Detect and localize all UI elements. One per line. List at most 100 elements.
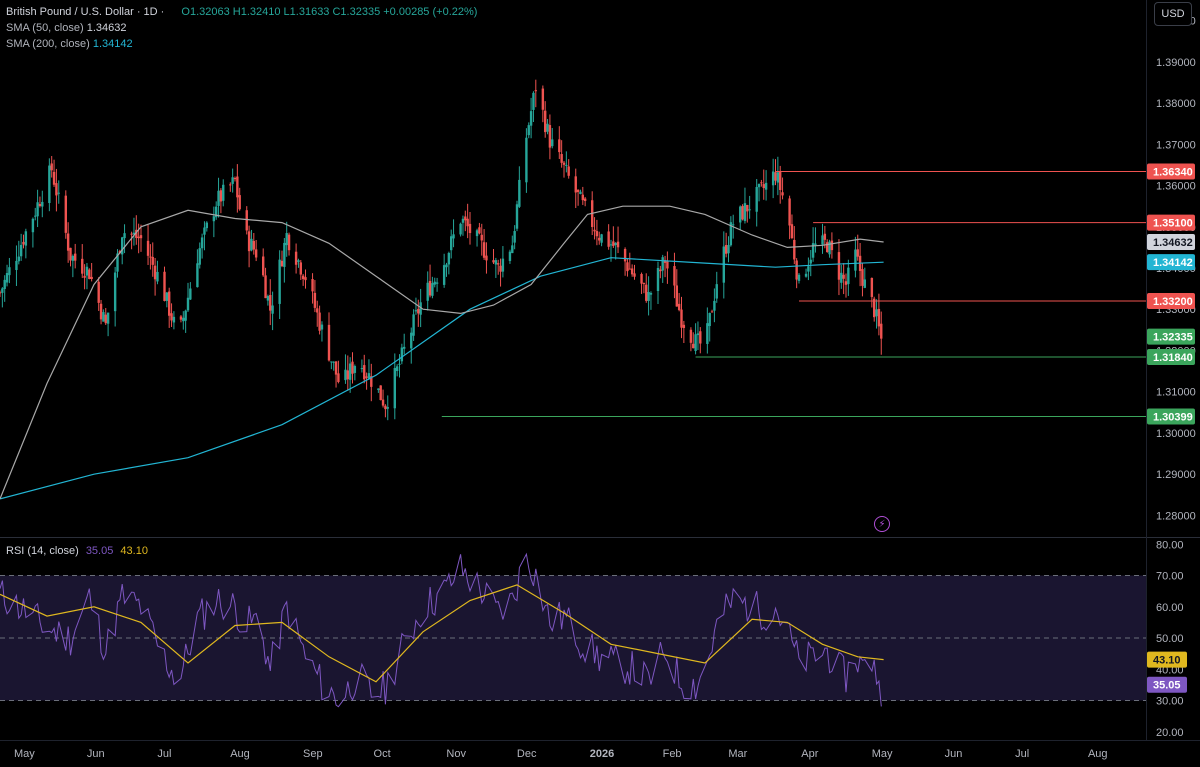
candle-body[interactable]: [186, 297, 190, 311]
candle-body[interactable]: [24, 231, 28, 246]
candle-body[interactable]: [626, 262, 629, 272]
candle-body[interactable]: [316, 308, 319, 313]
candle-body[interactable]: [229, 184, 232, 186]
candle-body[interactable]: [609, 244, 613, 246]
candle-body[interactable]: [146, 240, 150, 256]
candle-body[interactable]: [139, 235, 143, 239]
candle-body[interactable]: [393, 367, 396, 409]
candle-body[interactable]: [595, 231, 599, 237]
candle-body[interactable]: [828, 241, 831, 255]
candle-body[interactable]: [410, 332, 413, 349]
candle-body[interactable]: [113, 272, 117, 312]
candle-body[interactable]: [875, 309, 878, 317]
candle-body[interactable]: [203, 227, 206, 235]
candle-body[interactable]: [581, 194, 584, 201]
candle-body[interactable]: [200, 237, 204, 249]
rsi-ma-line[interactable]: [0, 584, 884, 683]
candle-body[interactable]: [447, 252, 451, 265]
candle-body[interactable]: [384, 405, 387, 410]
candle-body[interactable]: [482, 242, 486, 258]
candle-body[interactable]: [837, 252, 841, 280]
candle-body[interactable]: [757, 183, 761, 188]
candle-body[interactable]: [414, 310, 418, 312]
candle-body[interactable]: [739, 206, 742, 223]
candle-body[interactable]: [327, 324, 331, 361]
candle-body[interactable]: [666, 260, 669, 269]
symbol-title[interactable]: British Pound / U.S. Dollar · 1D ·: [6, 6, 165, 18]
candle-body[interactable]: [781, 192, 784, 196]
candle-body[interactable]: [748, 209, 751, 211]
candle-body[interactable]: [90, 276, 93, 280]
candle-body[interactable]: [675, 285, 678, 307]
candle-body[interactable]: [377, 388, 380, 390]
candle-body[interactable]: [351, 361, 354, 374]
candle-body[interactable]: [807, 266, 810, 272]
candle-body[interactable]: [417, 308, 420, 314]
candle-body[interactable]: [245, 210, 248, 231]
candle-body[interactable]: [250, 238, 253, 251]
candle-body[interactable]: [574, 176, 577, 193]
candle-body[interactable]: [762, 184, 765, 189]
candle-body[interactable]: [856, 249, 859, 257]
candle-body[interactable]: [283, 242, 286, 267]
candle-body[interactable]: [278, 259, 281, 304]
candle-body[interactable]: [381, 399, 385, 406]
candle-body[interactable]: [36, 202, 39, 217]
candle-body[interactable]: [727, 245, 730, 254]
candle-body[interactable]: [15, 260, 18, 270]
candle-body[interactable]: [445, 264, 448, 268]
candle-body[interactable]: [501, 258, 505, 272]
candle-body[interactable]: [165, 292, 169, 301]
candle-body[interactable]: [598, 237, 601, 241]
candle-body[interactable]: [428, 280, 432, 296]
candle-body[interactable]: [779, 171, 782, 190]
candle-body[interactable]: [320, 324, 324, 330]
candle-body[interactable]: [774, 172, 777, 181]
candle-body[interactable]: [3, 279, 6, 289]
candle-body[interactable]: [699, 331, 702, 344]
candle-body[interactable]: [673, 266, 676, 286]
candle-body[interactable]: [689, 329, 693, 343]
candle-body[interactable]: [870, 277, 874, 297]
candle-body[interactable]: [600, 234, 603, 243]
candle-body[interactable]: [741, 205, 744, 220]
candle-body[interactable]: [840, 272, 843, 283]
candle-body[interactable]: [511, 245, 514, 254]
candle-body[interactable]: [163, 271, 166, 301]
candle-body[interactable]: [642, 282, 646, 284]
candle-body[interactable]: [419, 302, 422, 315]
candle-body[interactable]: [492, 260, 495, 263]
candle-body[interactable]: [217, 190, 220, 206]
candle-body[interactable]: [280, 260, 284, 267]
candle-body[interactable]: [83, 275, 86, 278]
candle-body[interactable]: [546, 123, 549, 132]
candle-body[interactable]: [877, 308, 881, 327]
candle-body[interactable]: [724, 245, 728, 254]
candle-body[interactable]: [873, 298, 876, 318]
candle-body[interactable]: [551, 139, 554, 147]
candle-body[interactable]: [348, 363, 352, 380]
candle-body[interactable]: [593, 229, 596, 232]
candle-body[interactable]: [135, 229, 138, 238]
candle-body[interactable]: [680, 309, 683, 328]
candle-body[interactable]: [863, 279, 866, 288]
candle-body[interactable]: [22, 241, 25, 245]
lightning-icon[interactable]: ⚡: [874, 516, 890, 532]
candle-body[interactable]: [403, 346, 406, 349]
candle-body[interactable]: [8, 267, 11, 276]
candle-body[interactable]: [5, 273, 9, 283]
sma200-legend[interactable]: SMA (200, close) 1.34142: [6, 36, 477, 52]
candle-body[interactable]: [771, 171, 775, 186]
candle-body[interactable]: [398, 363, 401, 365]
candle-body[interactable]: [497, 263, 500, 265]
candle-body[interactable]: [708, 313, 711, 327]
candle-body[interactable]: [847, 267, 850, 285]
candle-body[interactable]: [363, 365, 366, 380]
candle-body[interactable]: [151, 256, 154, 265]
candle-body[interactable]: [844, 281, 848, 285]
candle-body[interactable]: [814, 243, 817, 245]
candle-body[interactable]: [861, 269, 864, 286]
candle-body[interactable]: [360, 368, 364, 370]
candle-body[interactable]: [318, 312, 321, 331]
